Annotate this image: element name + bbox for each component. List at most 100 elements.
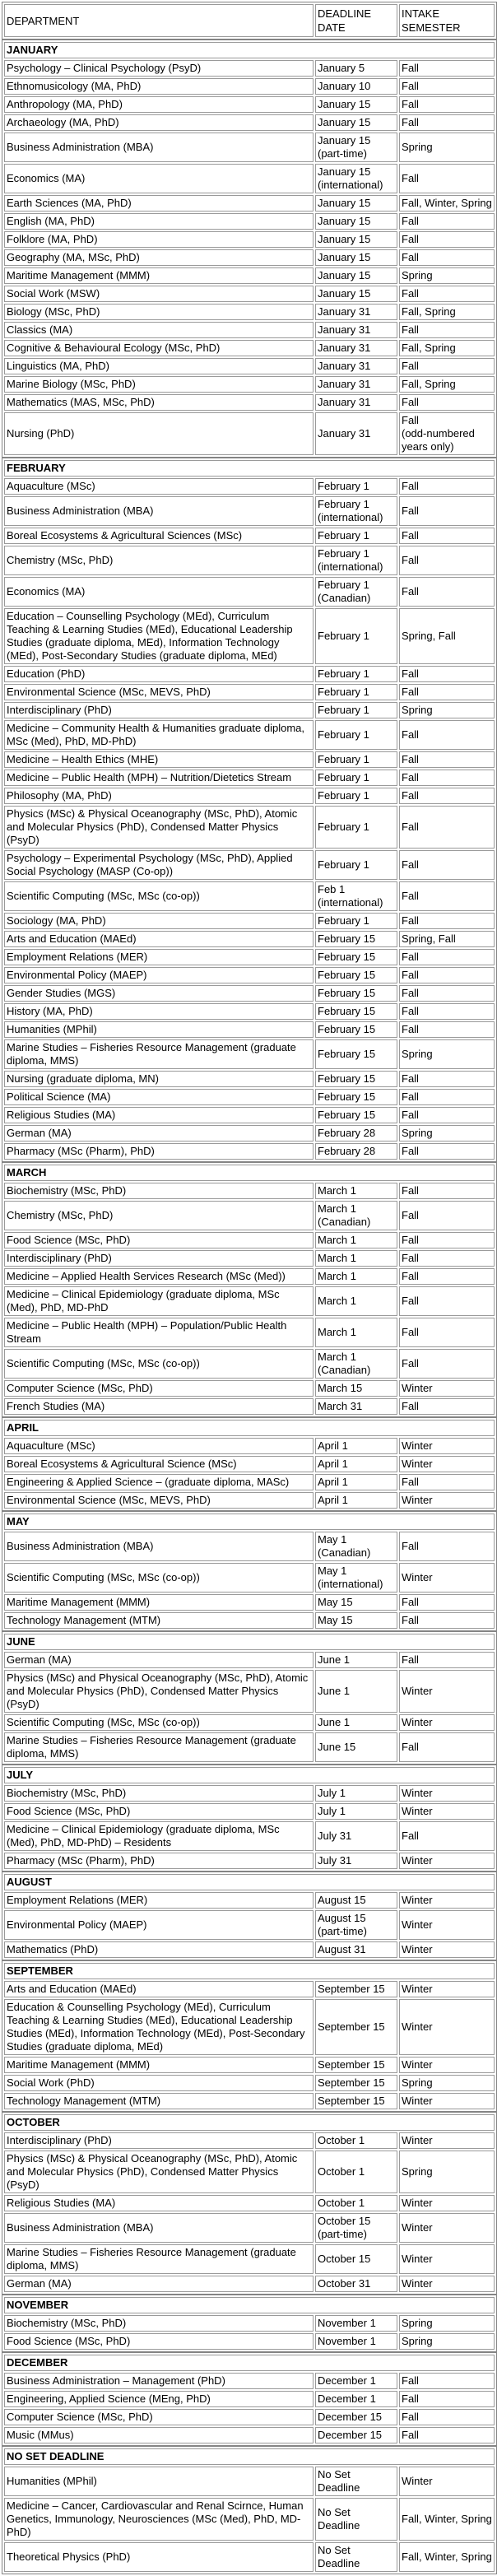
table-row: Environmental Policy (MAEP) August 15 (pa… xyxy=(4,1910,495,1940)
table-row: Chemistry (MSc, PhD) March 1 (Canadian) Fa… xyxy=(4,1201,495,1230)
department-cell: Maritime Management (MMM) xyxy=(4,1594,314,1611)
table-row: Education – Counselling Psychology (MEd)… xyxy=(4,608,495,664)
intake-semester-cell: Winter xyxy=(399,2244,495,2274)
section-table-april: APRIL Aquaculture (MSc) April 1 Winter Borea… xyxy=(2,1417,497,1511)
intake-semester-cell: Fall xyxy=(399,1398,495,1415)
department-cell: History (MA, PhD) xyxy=(4,1003,314,1020)
table-row: French Studies (MA) March 31 Fall xyxy=(4,1398,495,1415)
deadline-date-cell: March 1 xyxy=(315,1250,397,1267)
intake-semester-cell: Spring xyxy=(399,702,495,718)
deadline-date-cell: February 28 xyxy=(315,1143,397,1160)
intake-semester-cell: Fall xyxy=(399,1268,495,1285)
table-row: Medicine – Clinical Epidemiology (gradua… xyxy=(4,1286,495,1316)
deadline-date-cell: February 15 xyxy=(315,949,397,965)
department-cell: Pharmacy (MSc (Pharm), PhD) xyxy=(4,1143,314,1160)
table-row: Scientific Computing (MSc, MSc (co-op)) M… xyxy=(4,1563,495,1593)
intake-semester-cell: Fall xyxy=(399,1003,495,1020)
deadline-date-cell: February 1 xyxy=(315,850,397,880)
intake-semester-cell: Fall xyxy=(399,1349,495,1379)
deadline-date-cell: February 1 xyxy=(315,528,397,544)
department-cell: Medicine – Health Ethics (MHE) xyxy=(4,751,314,768)
table-row: Medicine – Cancer, Cardiovascular and Re… xyxy=(4,2498,495,2541)
department-cell: Biochemistry (MSc, PhD) xyxy=(4,1183,314,1199)
intake-semester-cell: Fall xyxy=(399,164,495,193)
intake-semester-cell: Winter xyxy=(399,2093,495,2109)
deadline-date-cell: February 1 (international) xyxy=(315,496,397,526)
intake-semester-cell: Fall xyxy=(399,96,495,113)
table-row: Interdisciplinary (PhD) February 1 Spring xyxy=(4,702,495,718)
department-cell: Nursing (PhD) xyxy=(4,412,314,455)
table-row: Medicine – Health Ethics (MHE) February 1… xyxy=(4,751,495,768)
deadline-date-cell: February 15 xyxy=(315,1003,397,1020)
intake-semester-cell: Winter xyxy=(399,1492,495,1509)
table-row: Anthropology (MA, PhD) January 15 Fall xyxy=(4,96,495,113)
department-cell: Marine Studies – Fisheries Resource Mana… xyxy=(4,1732,314,1762)
department-cell: German (MA) xyxy=(4,1652,314,1668)
intake-semester-cell: Spring, Fall xyxy=(399,931,495,947)
department-cell: Food Science (MSc, PhD) xyxy=(4,1803,314,1820)
table-row: Boreal Ecosystems & Agricultural Science… xyxy=(4,528,495,544)
deadline-date-cell: December 1 xyxy=(315,2391,397,2407)
department-cell: Physics (MSc) and Physical Oceanography … xyxy=(4,1670,314,1713)
intake-semester-cell: Winter xyxy=(399,2276,495,2292)
table-row: Biochemistry (MSc, PhD) July 1 Winter xyxy=(4,1785,495,1802)
intake-semester-cell: Fall, Spring xyxy=(399,340,495,356)
deadline-date-cell: January 15 xyxy=(315,195,397,212)
department-cell: Business Administration (MBA) xyxy=(4,496,314,526)
department-cell: Anthropology (MA, PhD) xyxy=(4,96,314,113)
deadline-date-cell: July 1 xyxy=(315,1803,397,1820)
month-header-row: JUNE xyxy=(4,1634,495,1650)
department-cell: Arts and Education (MAEd) xyxy=(4,1981,314,1997)
intake-semester-cell: Fall xyxy=(399,751,495,768)
intake-semester-cell: Fall xyxy=(399,1143,495,1160)
table-row: Mathematics (MAS, MSc, PhD) January 31 Fal… xyxy=(4,394,495,411)
department-cell: Business Administration (MBA) xyxy=(4,133,314,162)
deadline-date-cell: January 15 (part-time) xyxy=(315,133,397,162)
table-row: Maritime Management (MMM) May 15 Fall xyxy=(4,1594,495,1611)
table-row: Geography (MA, MSc, PhD) January 15 Fall xyxy=(4,249,495,266)
table-row: Social Work (MSW) January 15 Fall xyxy=(4,286,495,302)
table-row: Aquaculture (MSc) April 1 Winter xyxy=(4,1438,495,1454)
department-cell: Chemistry (MSc, PhD) xyxy=(4,546,314,575)
table-row: Economics (MA) February 1 (Canadian) Fall xyxy=(4,577,495,607)
deadline-date-cell: February 1 xyxy=(315,770,397,786)
table-row: Philosophy (MA, PhD) February 1 Fall xyxy=(4,788,495,804)
deadline-date-cell: June 15 xyxy=(315,1732,397,1762)
department-cell: Psychology – Clinical Psychology (PsyD) xyxy=(4,60,314,77)
table-row: Education (PhD) February 1 Fall xyxy=(4,666,495,682)
deadline-date-cell: January 15 xyxy=(315,249,397,266)
deadline-date-cell: August 15 xyxy=(315,1892,397,1909)
department-cell: Biochemistry (MSc, PhD) xyxy=(4,2315,314,2332)
deadline-date-cell: January 15 xyxy=(315,286,397,302)
intake-semester-cell: Fall, Winter, Spring xyxy=(399,195,495,212)
column-header-intake-semester: INTAKE SEMESTER xyxy=(399,4,495,37)
month-header-row: JANUARY xyxy=(4,42,495,58)
table-row: Boreal Ecosystems & Agricultural Science… xyxy=(4,1456,495,1472)
department-cell: Biochemistry (MSc, PhD) xyxy=(4,1785,314,1802)
department-cell: Gender Studies (MGS) xyxy=(4,985,314,1002)
month-header-row: FEBRUARY xyxy=(4,460,495,477)
department-cell: Geography (MA, MSc, PhD) xyxy=(4,249,314,266)
deadline-date-cell: January 15 xyxy=(315,267,397,284)
department-cell: Theoretical Physics (PhD) xyxy=(4,2542,314,2572)
table-row: Interdisciplinary (PhD) March 1 Fall xyxy=(4,1250,495,1267)
department-cell: Computer Science (MSc, PhD) xyxy=(4,2409,314,2425)
department-cell: Philosophy (MA, PhD) xyxy=(4,788,314,804)
table-row: Arts and Education (MAEd) February 15 Spri… xyxy=(4,931,495,947)
department-cell: Maritime Management (MMM) xyxy=(4,267,314,284)
department-cell: Religious Studies (MA) xyxy=(4,2195,314,2211)
deadline-date-cell: September 15 xyxy=(315,2075,397,2091)
department-cell: Business Administration (MBA) xyxy=(4,1532,314,1561)
intake-semester-cell: Winter xyxy=(399,1714,495,1731)
intake-semester-cell: Spring xyxy=(399,267,495,284)
intake-semester-cell: Fall xyxy=(399,1089,495,1105)
table-row: Mathematics (PhD) August 31 Winter xyxy=(4,1941,495,1958)
department-cell: Scientific Computing (MSc, MSc (co-op)) xyxy=(4,881,314,911)
deadline-date-cell: March 31 xyxy=(315,1398,397,1415)
intake-semester-cell: Fall xyxy=(399,577,495,607)
deadline-date-cell: February 1 xyxy=(315,702,397,718)
month-header-september: SEPTEMBER xyxy=(4,1963,495,1979)
deadline-date-cell: March 1 (Canadian) xyxy=(315,1201,397,1230)
table-row: Humanities (MPhil) February 15 Fall xyxy=(4,1021,495,1038)
department-cell: Cognitive & Behavioural Ecology (MSc, Ph… xyxy=(4,340,314,356)
